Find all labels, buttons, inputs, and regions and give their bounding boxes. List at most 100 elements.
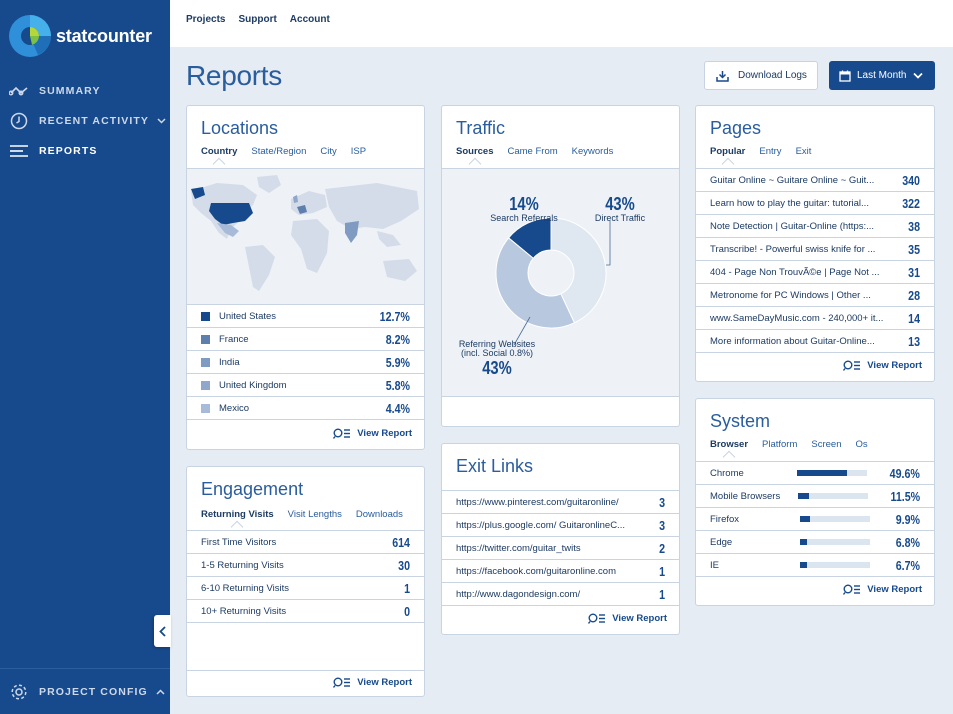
- page-name: Guitar Online ~ Guitare Online ~ Guit...: [710, 174, 875, 186]
- sidebar-item-reports[interactable]: REPORTS: [0, 136, 170, 166]
- list-item[interactable]: United Kingdom 5.8%: [187, 374, 424, 397]
- list-item[interactable]: France 8.2%: [187, 328, 424, 351]
- metric-value: 614: [392, 534, 410, 550]
- topnav-account-link[interactable]: Account: [289, 14, 330, 25]
- view-report-link[interactable]: View Report: [333, 428, 412, 439]
- chevron-down-icon: [157, 116, 166, 126]
- calendar-icon: [839, 70, 851, 82]
- slice-label-referring-websites: Referring Websites (incl. Social 0.8%) 4…: [452, 339, 542, 378]
- topnav-support-link[interactable]: Support: [238, 14, 277, 25]
- color-swatch: [201, 403, 210, 413]
- view-report-label: View Report: [357, 428, 412, 439]
- tab-browser[interactable]: Browser: [710, 439, 748, 456]
- view-report-link[interactable]: View Report: [843, 360, 922, 371]
- tab-visit-lengths[interactable]: Visit Lengths: [287, 509, 342, 520]
- tab-platform[interactable]: Platform: [762, 439, 798, 450]
- view-report-link[interactable]: View Report: [333, 677, 412, 688]
- list-item[interactable]: IE 6.7%: [696, 554, 934, 577]
- tab-returning-visits[interactable]: Returning Visits: [201, 509, 274, 526]
- slice-direct-traffic[interactable]: [550, 217, 607, 324]
- list-item[interactable]: http://www.dagondesign.com/ 1: [442, 583, 679, 606]
- list-item[interactable]: United States 12.7%: [187, 305, 424, 328]
- slice-referring-websites[interactable]: [495, 237, 576, 329]
- list-item[interactable]: First Time Visitors 614: [187, 531, 424, 554]
- tab-keywords[interactable]: Keywords: [571, 146, 614, 157]
- tab-downloads[interactable]: Downloads: [355, 509, 403, 520]
- tab-country[interactable]: Country: [201, 146, 237, 163]
- country-percent: 4.4%: [385, 400, 410, 416]
- system-tabs: Browser Platform Screen Os: [710, 439, 882, 456]
- download-logs-label: Download Logs: [738, 70, 807, 81]
- tab-state-region[interactable]: State/Region: [251, 146, 307, 157]
- collapse-sidebar-button[interactable]: [154, 615, 171, 647]
- list-item[interactable]: https://www.pinterest.com/guitaronline/ …: [442, 491, 679, 514]
- list-item[interactable]: Metronome for PC Windows | Other ... 28: [696, 284, 934, 307]
- list-item[interactable]: Transcribe! - Powerful swiss knife for .…: [696, 238, 934, 261]
- list-item[interactable]: Learn how to play the guitar: tutorial..…: [696, 192, 934, 215]
- browser-share: 49.6%: [889, 465, 920, 481]
- view-report-link[interactable]: View Report: [588, 613, 667, 624]
- tab-screen[interactable]: Screen: [811, 439, 842, 450]
- list-item[interactable]: India 5.9%: [187, 351, 424, 374]
- tabs-divider: [442, 168, 679, 169]
- page-views: 38: [908, 218, 920, 234]
- statcounter-logo[interactable]: statcounter: [8, 14, 152, 58]
- list-item[interactable]: www.SameDayMusic.com - 240,000+ it... 14: [696, 307, 934, 330]
- share-bar-fill: [797, 470, 847, 476]
- exit-link-url: https://twitter.com/guitar_twits: [456, 542, 581, 554]
- tab-entry[interactable]: Entry: [759, 146, 782, 157]
- tab-city[interactable]: City: [320, 146, 337, 157]
- exit-link-count: 2: [659, 540, 665, 556]
- tab-isp[interactable]: ISP: [350, 146, 367, 157]
- chevron-left-icon: [159, 625, 166, 637]
- metric-label: First Time Visitors: [201, 536, 277, 548]
- view-report-link[interactable]: View Report: [843, 584, 922, 595]
- list-item[interactable]: https://plus.google.com/ GuitaronlineC..…: [442, 514, 679, 537]
- metric-label: 6-10 Returning Visits: [201, 582, 290, 594]
- list-item[interactable]: Guitar Online ~ Guitare Online ~ Guit...…: [696, 169, 934, 192]
- download-logs-button[interactable]: Download Logs: [704, 61, 818, 90]
- list-item[interactable]: Firefox 9.9%: [696, 508, 934, 531]
- browser-share: 11.5%: [890, 488, 920, 504]
- sidebar-item-summary[interactable]: SUMMARY: [0, 76, 170, 106]
- list-item[interactable]: 404 - Page Non TrouvÃ©e | Page Not ... 31: [696, 261, 934, 284]
- browser-name: IE: [710, 559, 719, 571]
- world-map[interactable]: [187, 169, 424, 305]
- topnav-projects-link[interactable]: Projects: [186, 14, 226, 25]
- sidebar: statcounter SUMMARY RECENT ACTIVITY REPO…: [0, 0, 171, 714]
- sidebar-item-label: RECENT ACTIVITY: [39, 115, 150, 127]
- pages-list: Guitar Online ~ Guitare Online ~ Guit...…: [696, 169, 934, 353]
- engagement-tabs: Returning Visits Visit Lengths Downloads: [201, 509, 403, 526]
- list-item[interactable]: 6-10 Returning Visits 1: [187, 577, 424, 600]
- color-swatch: [201, 334, 210, 344]
- slice-name: Referring Websites: [458, 339, 536, 349]
- list-item[interactable]: More information about Guitar-Online... 1…: [696, 330, 934, 353]
- tab-os[interactable]: Os: [855, 439, 868, 450]
- summary-line-icon: [9, 81, 29, 101]
- list-item[interactable]: Edge 6.8%: [696, 531, 934, 554]
- list-item[interactable]: 1-5 Returning Visits 30: [187, 554, 424, 577]
- share-bar: [800, 516, 870, 522]
- list-item[interactable]: Chrome 49.6%: [696, 462, 934, 485]
- list-item[interactable]: https://twitter.com/guitar_twits 2: [442, 537, 679, 560]
- list-item[interactable]: 10+ Returning Visits 0: [187, 600, 424, 623]
- slice-name: Direct Traffic: [594, 212, 646, 223]
- metric-label: 10+ Returning Visits: [201, 605, 287, 617]
- page-views: 31: [908, 264, 920, 280]
- card-title: Exit Links: [456, 456, 534, 476]
- tab-exit[interactable]: Exit: [795, 146, 812, 157]
- tab-sources[interactable]: Sources: [456, 146, 494, 163]
- exit-link-count: 1: [659, 586, 665, 602]
- card-divider: [187, 670, 424, 671]
- page-name: Note Detection | Guitar-Online (https:..…: [710, 220, 875, 232]
- project-config-button[interactable]: PROJECT CONFIG: [0, 668, 170, 714]
- list-item[interactable]: Note Detection | Guitar-Online (https:..…: [696, 215, 934, 238]
- engagement-card: Engagement Returning Visits Visit Length…: [186, 466, 425, 697]
- list-item[interactable]: Mexico 4.4%: [187, 397, 424, 420]
- date-range-dropdown[interactable]: Last Month: [829, 61, 935, 90]
- list-item[interactable]: Mobile Browsers 11.5%: [696, 485, 934, 508]
- tab-popular[interactable]: Popular: [710, 146, 745, 163]
- tab-came-from[interactable]: Came From: [507, 146, 558, 157]
- list-item[interactable]: https://facebook.com/guitaronline.com 1: [442, 560, 679, 583]
- sidebar-item-recent-activity[interactable]: RECENT ACTIVITY: [0, 106, 170, 136]
